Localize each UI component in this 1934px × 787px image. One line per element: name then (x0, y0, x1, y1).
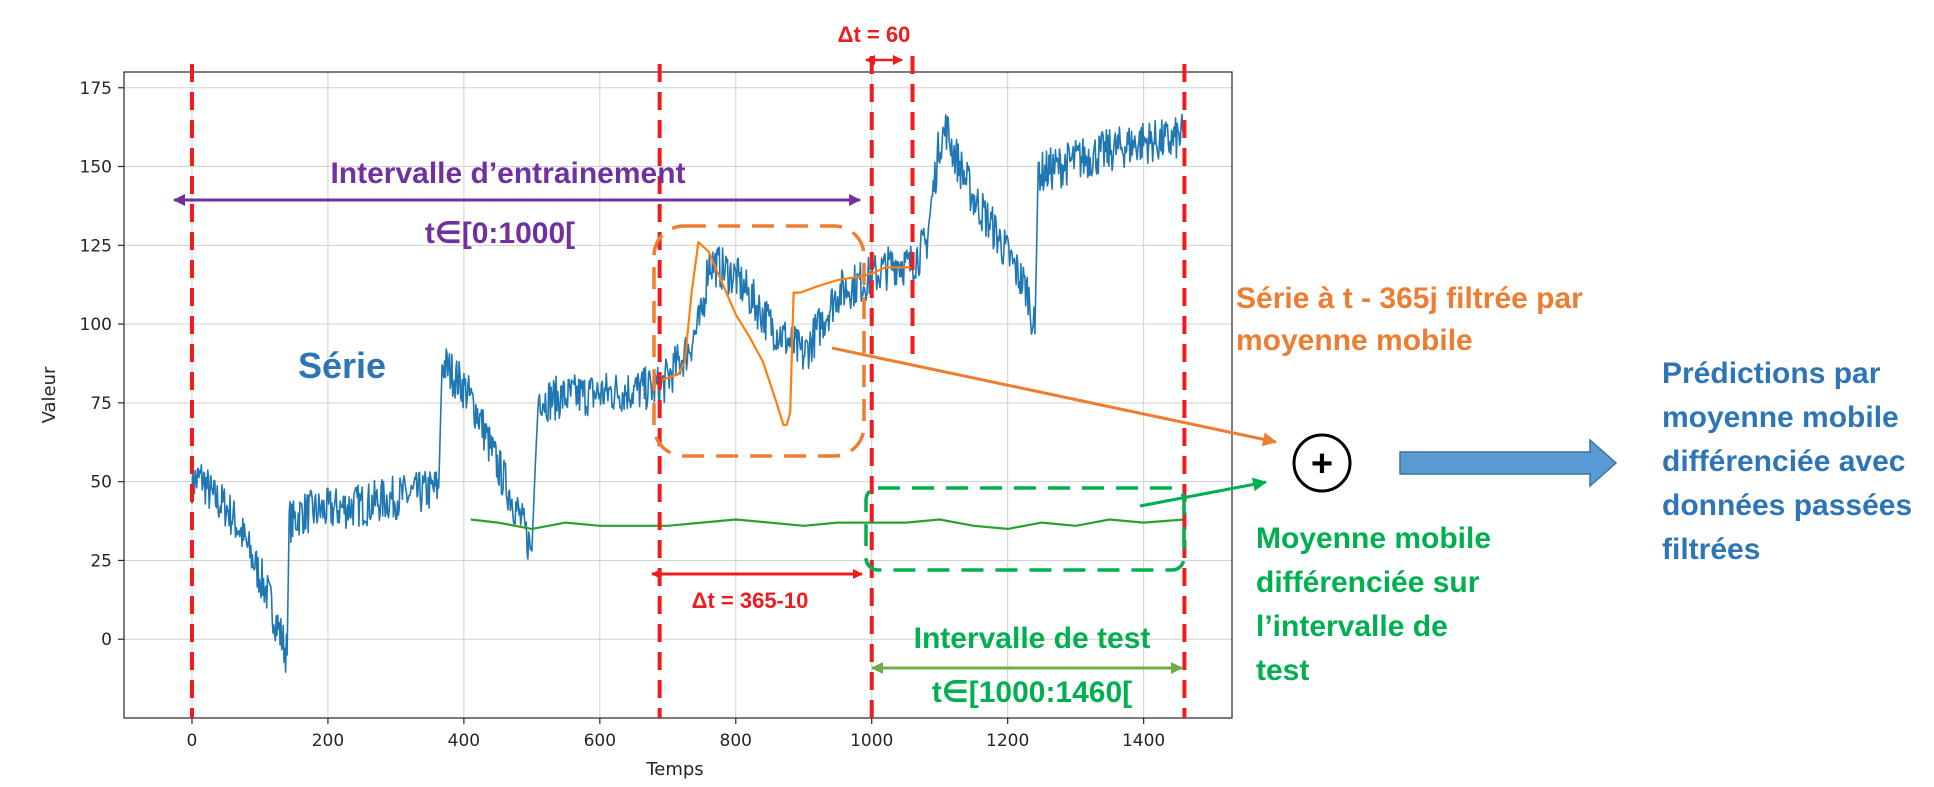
y-tick-label-4: 100 (80, 315, 112, 335)
x-tick-label-4: 800 (720, 731, 752, 751)
test-range-label: t∈[1000:1460[ (932, 676, 1132, 709)
x-tick-label-5: 1000 (850, 731, 893, 751)
diff-ma-line1: Moyenne mobile (1256, 522, 1491, 555)
shifted-label-line2: moyenne mobile (1236, 324, 1473, 357)
y-tick-label-5: 125 (80, 236, 112, 256)
x-axis-label: Temps (645, 759, 703, 780)
plot-frame (123, 71, 1233, 719)
orange-pointer-arrow (831, 346, 1277, 447)
serie-label: Série (298, 345, 386, 386)
series-line-2 (470, 518, 1185, 531)
vertical-dashed-lines (189, 56, 1187, 718)
green-dashed-box (864, 486, 1186, 572)
y-tick-label-1: 25 (90, 551, 112, 571)
green-pointer-arrow (1139, 477, 1267, 508)
diff-ma-line3: l’intervalle de (1256, 610, 1448, 643)
series-line-0 (191, 113, 1186, 673)
prediction-line4: données passées (1662, 489, 1912, 522)
x-tick-label-0: 0 (187, 731, 198, 751)
delta-offset-label: Δt = 365-10 (692, 588, 809, 613)
train-interval-label: Intervalle d’entrainement (330, 157, 685, 190)
orange-dashed-box (652, 224, 866, 458)
y-tick-label-6: 150 (80, 158, 112, 178)
shifted-label-line1: Série à t - 365j filtrée par (1236, 282, 1583, 315)
prediction-line3: différenciée avec (1662, 445, 1905, 478)
y-tick-label-7: 175 (80, 79, 112, 99)
y-tick-label-2: 50 (90, 473, 112, 493)
diff-ma-line4: test (1256, 654, 1309, 687)
test-interval-label: Intervalle de test (914, 622, 1151, 655)
x-tick-label-3: 600 (584, 731, 616, 751)
prediction-line2: moyenne mobile (1662, 401, 1899, 434)
prediction-line1: Prédictions par (1662, 357, 1881, 390)
y-tick-label-0: 0 (101, 630, 112, 650)
x-tick-label-2: 400 (448, 731, 480, 751)
series-group (191, 113, 1186, 673)
plus-circle (1292, 433, 1352, 493)
x-tick-label-6: 1200 (986, 731, 1029, 751)
diff-ma-line2: différenciée sur (1256, 566, 1480, 599)
y-axis-label: Valeur (39, 366, 60, 423)
series-line-1 (659, 241, 913, 426)
axis-ticks: 0 200 400 600 800 1000 1200 1400 0 25 50 75 100 125 15… (80, 79, 1166, 751)
delta60-label: Δt = 60 (838, 22, 911, 47)
x-tick-label-1: 200 (312, 731, 344, 751)
prediction-line5: filtrées (1662, 533, 1760, 566)
y-tick-label-3: 75 (90, 394, 112, 414)
prediction-arrow (1399, 438, 1618, 488)
train-range-label: t∈[0:1000[ (425, 217, 575, 250)
plus-sign: + (1311, 443, 1333, 485)
x-tick-label-7: 1400 (1122, 731, 1165, 751)
